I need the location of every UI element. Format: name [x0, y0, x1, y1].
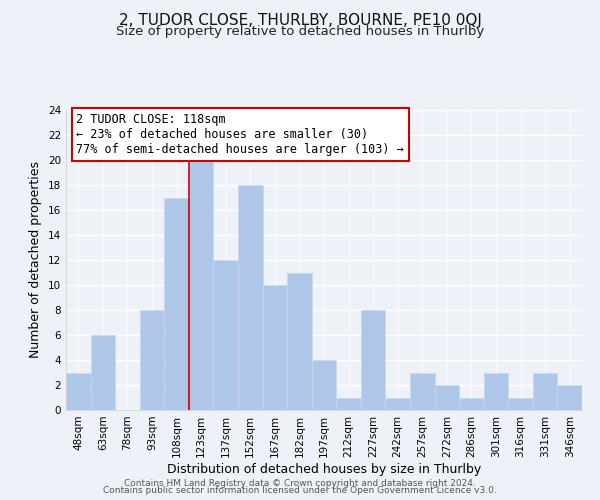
Bar: [189, 160, 214, 410]
Y-axis label: Number of detached properties: Number of detached properties: [29, 162, 43, 358]
Bar: [533, 372, 557, 410]
Text: Size of property relative to detached houses in Thurlby: Size of property relative to detached ho…: [116, 25, 484, 38]
Bar: [91, 335, 115, 410]
Bar: [287, 272, 312, 410]
Text: 2 TUDOR CLOSE: 118sqm
← 23% of detached houses are smaller (30)
77% of semi-deta: 2 TUDOR CLOSE: 118sqm ← 23% of detached …: [76, 113, 404, 156]
Bar: [434, 385, 459, 410]
Bar: [484, 372, 508, 410]
Bar: [557, 385, 582, 410]
Text: 2, TUDOR CLOSE, THURLBY, BOURNE, PE10 0QJ: 2, TUDOR CLOSE, THURLBY, BOURNE, PE10 0Q…: [119, 12, 481, 28]
Bar: [385, 398, 410, 410]
Bar: [140, 310, 164, 410]
Bar: [263, 285, 287, 410]
Bar: [312, 360, 336, 410]
Bar: [410, 372, 434, 410]
Bar: [336, 398, 361, 410]
X-axis label: Distribution of detached houses by size in Thurlby: Distribution of detached houses by size …: [167, 462, 481, 475]
Bar: [459, 398, 484, 410]
Text: Contains HM Land Registry data © Crown copyright and database right 2024.: Contains HM Land Registry data © Crown c…: [124, 478, 476, 488]
Bar: [238, 185, 263, 410]
Bar: [361, 310, 385, 410]
Bar: [66, 372, 91, 410]
Bar: [508, 398, 533, 410]
Text: Contains public sector information licensed under the Open Government Licence v3: Contains public sector information licen…: [103, 486, 497, 495]
Bar: [214, 260, 238, 410]
Bar: [164, 198, 189, 410]
